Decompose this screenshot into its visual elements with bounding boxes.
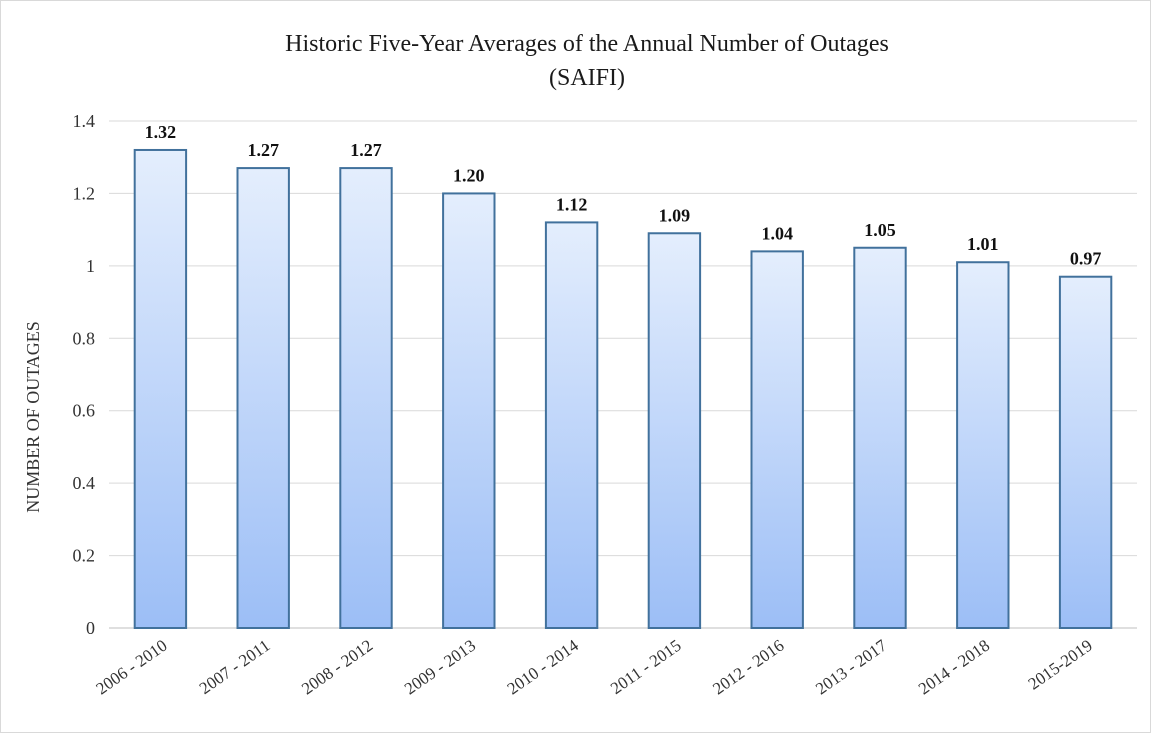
data-label: 1.27 — [247, 140, 279, 160]
x-tick-label: 2012 - 2016 — [709, 636, 787, 699]
bars — [133, 148, 1113, 630]
y-tick-label: 0.4 — [73, 473, 96, 493]
data-label: 0.97 — [1070, 249, 1102, 269]
chart-title-line-2: (SAIFI) — [549, 65, 625, 91]
data-label: 1.01 — [967, 234, 999, 254]
bar — [750, 250, 804, 629]
y-tick-label: 0.2 — [73, 546, 96, 566]
x-tick-label: 2009 - 2013 — [401, 636, 479, 699]
bar — [647, 232, 702, 629]
y-axis-ticks: 0 0.2 0.4 0.6 0.8 1 1.2 1.4 — [73, 111, 96, 638]
x-tick-label: 2008 - 2012 — [298, 636, 376, 699]
bar — [1058, 275, 1113, 629]
bar — [133, 148, 188, 629]
x-tick-label: 2011 - 2015 — [607, 636, 685, 698]
data-label: 1.27 — [350, 140, 382, 160]
bar — [339, 167, 393, 629]
y-axis-title: NUMBER OF OUTAGES — [23, 321, 43, 513]
data-label: 1.32 — [145, 122, 177, 142]
data-label: 1.04 — [761, 223, 793, 243]
bar — [236, 167, 290, 629]
data-label: 1.05 — [864, 220, 896, 240]
bar — [956, 261, 1010, 629]
chart-title-line-1: Historic Five-Year Averages of the Annua… — [285, 31, 889, 57]
x-tick-label: 2013 - 2017 — [812, 635, 891, 698]
y-tick-label: 1.2 — [73, 183, 96, 203]
y-tick-label: 1 — [86, 256, 95, 276]
data-labels: 1.32 1.27 1.27 1.20 1.12 1.09 1.04 1.05 1.01 0.97 — [145, 122, 1102, 269]
data-label: 1.20 — [453, 165, 485, 185]
y-tick-label: 0 — [86, 618, 95, 638]
bar — [544, 221, 599, 629]
x-tick-label: 2015-2019 — [1025, 636, 1096, 694]
x-tick-label: 2014 - 2018 — [915, 636, 993, 699]
y-tick-label: 0.6 — [73, 401, 96, 421]
data-label: 1.12 — [556, 194, 588, 214]
x-tick-label: 2006 - 2010 — [92, 636, 170, 699]
y-tick-label: 1.4 — [73, 111, 96, 131]
x-tick-label: 2010 - 2014 — [504, 635, 583, 698]
y-tick-label: 0.8 — [73, 328, 96, 348]
x-axis-ticks: 2006 - 2010 2007 - 2011 2008 - 2012 2009 - … — [92, 635, 1095, 698]
bar — [853, 246, 907, 629]
x-tick-label: 2007 - 2011 — [196, 636, 274, 698]
bar — [442, 192, 496, 630]
data-label: 1.09 — [659, 205, 691, 225]
